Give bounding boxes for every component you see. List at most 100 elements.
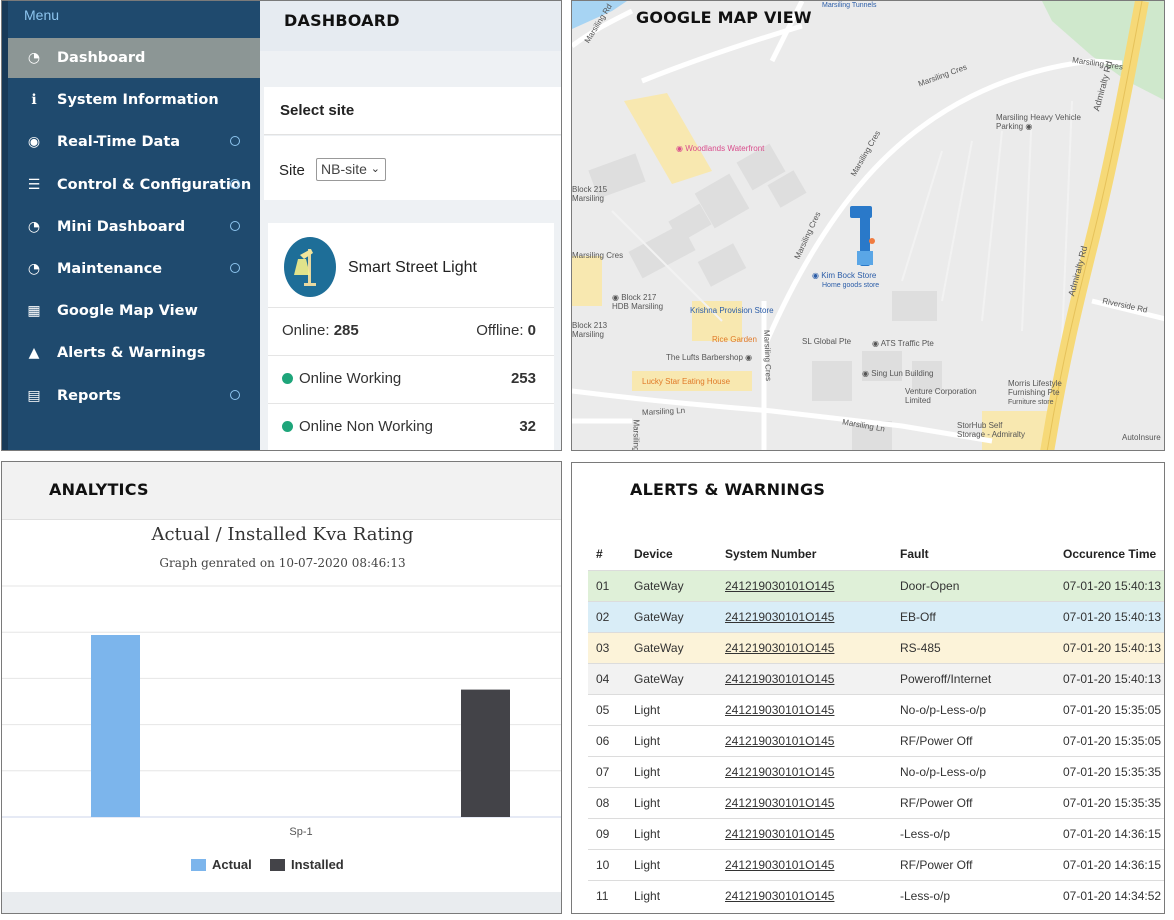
row-number: 03: [588, 631, 626, 663]
sidebar-menu: Menu ◔ Dashboard ℹ System Information ◉ Real-…: [2, 1, 260, 450]
bar-installed[interactable]: [461, 689, 510, 817]
gauge-icon: ◔: [27, 218, 41, 235]
poi-kim-bock-store[interactable]: ◉ Kim Bock Store Home goods store: [812, 271, 880, 289]
row-number: 07: [588, 755, 626, 787]
site-select[interactable]: NB-site ⌄: [316, 158, 386, 181]
circle-icon: [230, 136, 240, 147]
row-system-number[interactable]: 241219030101O145: [717, 693, 892, 725]
row-device: Light: [626, 817, 717, 849]
row-system-number[interactable]: 241219030101O145: [717, 817, 892, 849]
row-number: 02: [588, 600, 626, 632]
map-canvas[interactable]: Marsiling Rd Marsiling Cres Marsiling Cr…: [572, 1, 1164, 450]
row-system-number[interactable]: 241219030101O145: [717, 786, 892, 818]
online-nonworking-row[interactable]: Online Non Working 32: [268, 403, 554, 450]
sidebar-item-google-map-view[interactable]: ▦ Google Map View: [8, 291, 260, 331]
poi-rice-garden[interactable]: Rice Garden: [712, 335, 757, 344]
online-working-label: Online Working: [299, 370, 402, 387]
poi-autoinsure[interactable]: AutoInsure: [1122, 433, 1161, 442]
sidebar-item-mini-dashboard[interactable]: ◔ Mini Dashboard: [8, 207, 260, 247]
row-device: Light: [626, 848, 717, 880]
kva-bar-chart: Sp-1: [2, 585, 561, 838]
table-row[interactable]: 07 Light 241219030101O145 No-o/p-Less-o/p 07…: [588, 755, 1164, 787]
row-number: 09: [588, 817, 626, 849]
table-row[interactable]: 11 Light 241219030101O145 -Less-o/p 07-01-20…: [588, 879, 1164, 911]
row-fault: -Less-o/p: [892, 817, 1055, 849]
dashboard-content: DASHBOARD Select site Site NB-site ⌄ Sma…: [260, 1, 561, 450]
sidebar-item-maintenance[interactable]: ◔ Maintenance: [8, 249, 260, 289]
row-occurence-time: 07-01-20 14:36:15: [1055, 817, 1164, 849]
table-row[interactable]: 02 GateWay 241219030101O145 EB-Off 07-01-20 …: [588, 600, 1164, 632]
poi-heavy-vehicle-parking[interactable]: Marsiling Heavy Vehicle Parking ◉: [996, 113, 1081, 131]
row-occurence-time: 07-01-20 15:35:05: [1055, 693, 1164, 725]
row-fault: RF/Power Off: [892, 848, 1055, 880]
online-working-value: 253: [510, 370, 536, 387]
circle-icon: [230, 178, 240, 189]
row-number: 05: [588, 693, 626, 725]
bar-actual[interactable]: [91, 635, 140, 817]
poi-venture-corporation[interactable]: Venture Corporation Limited: [905, 387, 977, 405]
poi-lufts-barbershop[interactable]: The Lufts Barbershop ◉: [666, 353, 753, 362]
poi-krishna-provision-store[interactable]: Krishna Provision Store: [690, 306, 774, 315]
row-device: Light: [626, 693, 717, 725]
row-fault: Door-Open: [892, 569, 1055, 601]
map-pin-icon: ◉: [745, 353, 753, 362]
sidebar-item-control-configuration[interactable]: ☰ Control & Configuration: [8, 165, 260, 205]
row-system-number[interactable]: 241219030101O145: [717, 662, 892, 694]
table-row[interactable]: 05 Light 241219030101O145 No-o/p-Less-o/p 07…: [588, 693, 1164, 725]
alerts-table-header: # Device System Number Fault Occurence T…: [588, 539, 1164, 570]
col-header-device: Device: [634, 547, 673, 562]
poi-marsiling-tunnels[interactable]: Marsiling Tunnels: [822, 2, 877, 9]
poi-block-213[interactable]: Block 213 Marsiling: [572, 321, 608, 339]
online-value: 285: [333, 322, 359, 339]
poi-sl-global[interactable]: SL Global Pte: [802, 337, 852, 346]
table-row[interactable]: 10 Light 241219030101O145 RF/Power Off 07-01…: [588, 848, 1164, 880]
row-number: 08: [588, 786, 626, 818]
sidebar-item-alerts-warnings[interactable]: ▲ Alerts & Warnings: [8, 333, 260, 373]
table-row[interactable]: 04 GateWay 241219030101O145 Poweroff/Intern…: [588, 662, 1164, 694]
dashboard-panel-title: DASHBOARD: [284, 11, 400, 30]
table-row[interactable]: 09 Light 241219030101O145 -Less-o/p 07-01-20…: [588, 817, 1164, 849]
legend-installed[interactable]: Installed: [270, 857, 344, 872]
poi-block-215[interactable]: Block 215 Marsiling: [572, 185, 608, 203]
sidebar-item-label: System Information: [57, 92, 219, 109]
street-light-icon: [284, 237, 336, 297]
sidebar-item-label: Google Map View: [57, 303, 198, 320]
sidebar-item-system-information[interactable]: ℹ System Information: [8, 80, 260, 120]
row-system-number[interactable]: 241219030101O145: [717, 755, 892, 787]
poi-storhub[interactable]: StorHub Self Storage - Admiralty: [957, 421, 1026, 439]
select-site-header: Select site: [264, 87, 561, 135]
sidebar-item-label: Dashboard: [57, 50, 146, 66]
row-system-number[interactable]: 241219030101O145: [717, 879, 892, 911]
site-label: Site: [279, 162, 305, 179]
row-system-number[interactable]: 241219030101O145: [717, 724, 892, 756]
map-pin-icon: ◉: [872, 339, 879, 348]
info-icon: ℹ: [31, 92, 37, 109]
poi-lucky-star[interactable]: Lucky Star Eating House: [642, 377, 731, 386]
sidebar-item-reports[interactable]: ▤ Reports: [8, 376, 260, 416]
legend-actual[interactable]: Actual: [191, 857, 252, 872]
row-device: Light: [626, 755, 717, 787]
row-fault: RF/Power Off: [892, 724, 1055, 756]
poi-sing-lun-building[interactable]: ◉ Sing Lun Building: [862, 369, 934, 378]
poi-ats-traffic[interactable]: ◉ ATS Traffic Pte: [872, 339, 934, 348]
row-system-number[interactable]: 241219030101O145: [717, 569, 892, 601]
table-row[interactable]: 06 Light 241219030101O145 RF/Power Off 07-01…: [588, 724, 1164, 756]
online-working-row[interactable]: Online Working 253: [268, 355, 554, 403]
row-number: 01: [588, 569, 626, 601]
sidebar-item-real-time-data[interactable]: ◉ Real-Time Data: [8, 122, 260, 162]
row-system-number[interactable]: 241219030101O145: [717, 848, 892, 880]
poi-morris-lifestyle[interactable]: Morris Lifestyle Furnishing Pte Furniture…: [1008, 379, 1062, 406]
poi-woodlands-waterfront[interactable]: ◉ Woodlands Waterfront: [676, 144, 765, 153]
row-system-number[interactable]: 241219030101O145: [717, 631, 892, 663]
sidebar-item-dashboard[interactable]: ◔ Dashboard: [8, 38, 260, 78]
poi-block-217[interactable]: ◉ Block 217 HDB Marsiling: [612, 293, 664, 311]
table-row[interactable]: 01 GateWay 241219030101O145 Door-Open 07-01-…: [588, 569, 1164, 601]
table-row[interactable]: 08 Light 241219030101O145 RF/Power Off 07-01…: [588, 786, 1164, 818]
google-map-panel: Marsiling Rd Marsiling Cres Marsiling Cr…: [571, 0, 1165, 451]
row-system-number[interactable]: 241219030101O145: [717, 600, 892, 632]
site-selector-row: Site NB-site ⌄: [264, 136, 561, 200]
status-dot-icon: [282, 373, 293, 384]
table-row[interactable]: 03 GateWay 241219030101O145 RS-485 07-01-20 …: [588, 631, 1164, 663]
site-select-value: NB-site: [321, 161, 367, 177]
col-header-system-number: System Number: [725, 547, 817, 562]
